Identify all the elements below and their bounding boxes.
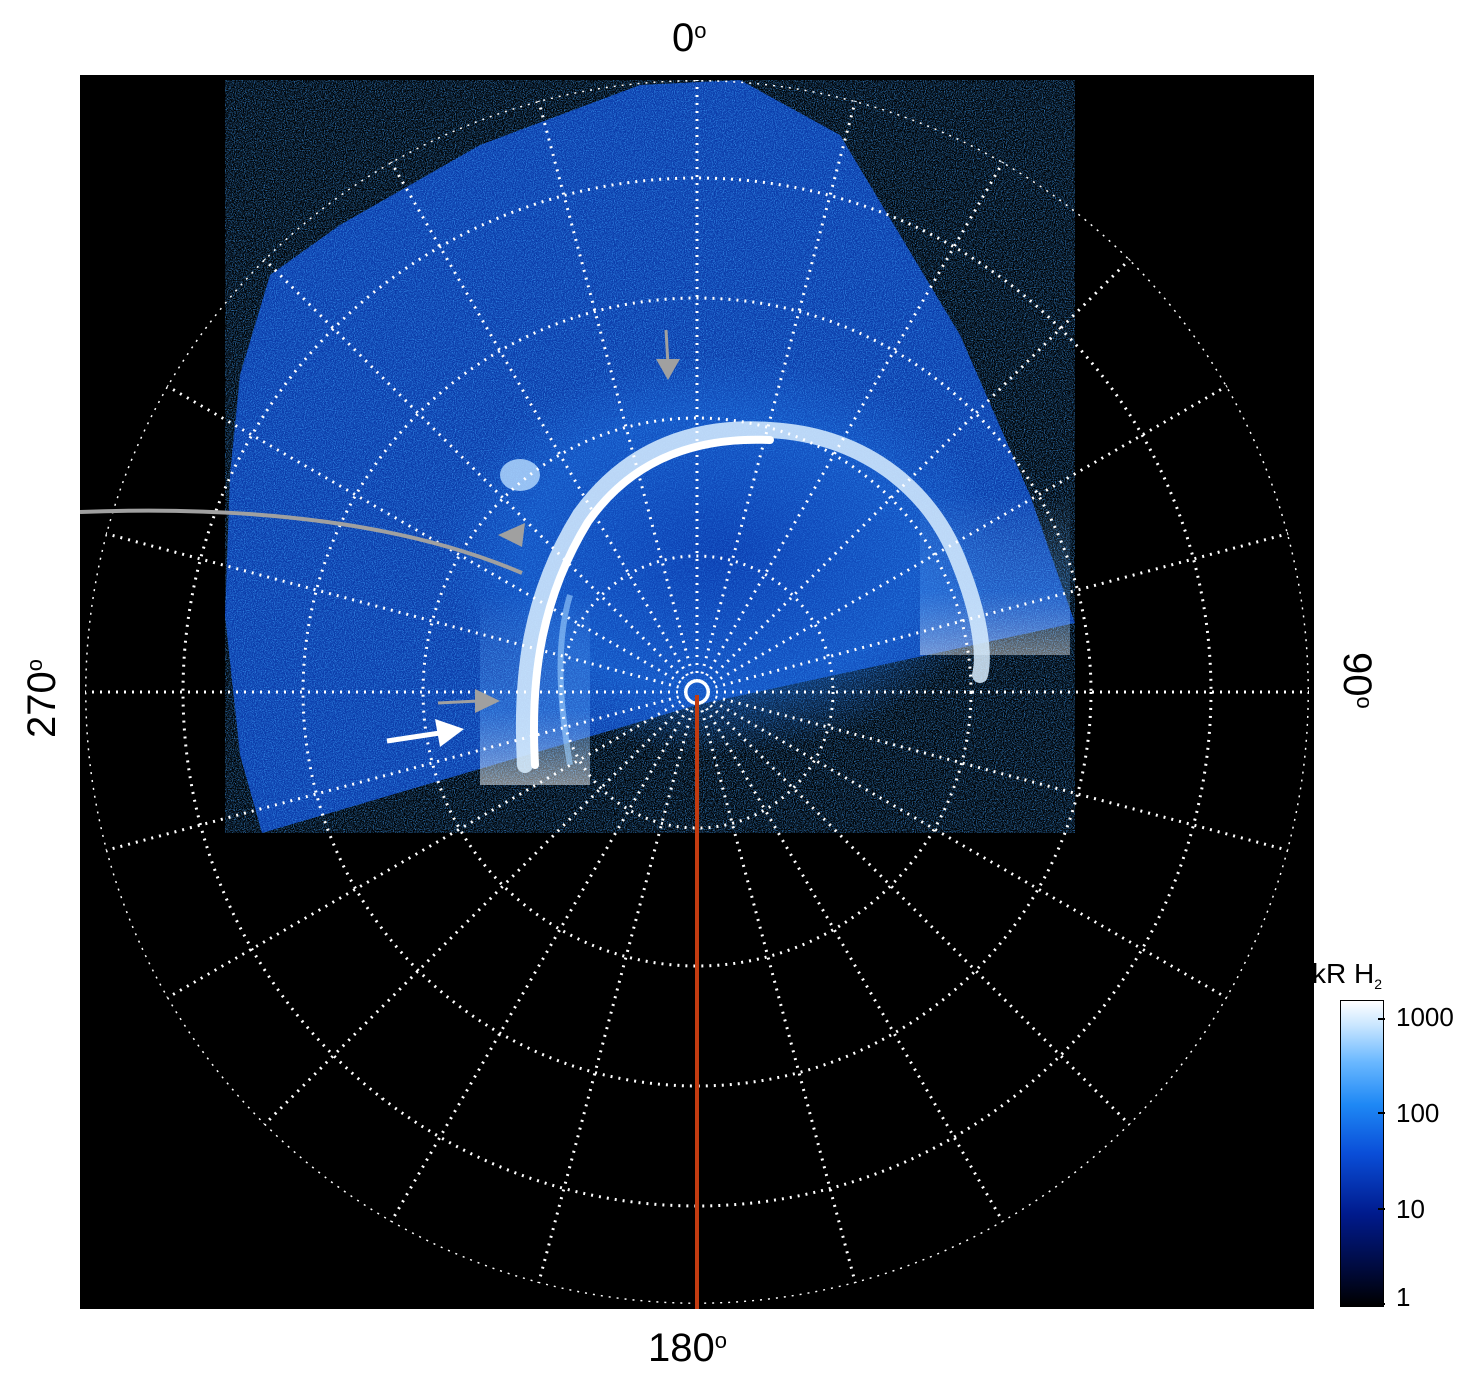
colorbar-tick-10: 10 xyxy=(1396,1194,1425,1224)
colorbar-title-main: kR H xyxy=(1312,958,1375,989)
gray-arrow-top xyxy=(656,329,680,380)
longitude-spoke xyxy=(375,700,693,1248)
gray-arrow-middle xyxy=(437,689,500,713)
angle-value-right: 90 xyxy=(1335,652,1379,697)
main-auroral-oval xyxy=(515,421,990,773)
longitude-spoke xyxy=(375,136,693,684)
colorbar-tickmark xyxy=(1378,1208,1385,1210)
main-auroral-oval-core xyxy=(529,435,774,769)
longitude-spoke xyxy=(701,136,1019,684)
longitude-spoke xyxy=(698,702,865,1304)
white-arrow xyxy=(386,719,464,747)
trajectory-curve xyxy=(80,508,523,575)
colorbar-title: kR H2 xyxy=(1312,958,1383,992)
longitude-spoke xyxy=(707,524,1309,691)
longitude-spoke xyxy=(705,696,1253,1014)
lat-circle xyxy=(559,554,835,830)
longitude-spoke xyxy=(243,698,691,1146)
longitude-spoke xyxy=(703,238,1151,686)
angle-label-left: 270o xyxy=(20,659,64,738)
angle-label-top: 0o xyxy=(672,18,707,58)
longitude-spoke xyxy=(529,702,696,1304)
colorbar-tick-1: 1 xyxy=(1396,1282,1411,1312)
gray-arrow-left xyxy=(498,523,525,547)
lat-circle xyxy=(181,176,1213,1208)
longitude-spoke xyxy=(707,693,1309,860)
angle-value-bottom: 180 xyxy=(648,1326,715,1370)
colorbar-tick-1000: 1000 xyxy=(1396,1002,1454,1032)
angle-label-bottom: 180o xyxy=(648,1328,727,1368)
degree-symbol-right: o xyxy=(1352,696,1377,709)
longitude-spoke xyxy=(705,370,1253,688)
longitude-spoke xyxy=(243,238,691,686)
polar-auroral-image xyxy=(80,75,1314,1309)
longitude-spoke xyxy=(141,696,689,1014)
bright-spot xyxy=(500,459,540,491)
aurora-emission-region xyxy=(225,80,1075,833)
degree-symbol-top: o xyxy=(694,18,707,43)
degree-symbol-bottom: o xyxy=(714,1328,727,1353)
angle-value-top: 0 xyxy=(672,16,695,60)
longitude-spoke xyxy=(703,698,1151,1146)
colorbar-tickmark xyxy=(1378,1112,1385,1114)
longitude-spoke xyxy=(85,693,687,860)
lat-circle xyxy=(301,296,1093,1088)
colorbar-tick-100: 100 xyxy=(1396,1098,1440,1128)
lat-circle xyxy=(421,416,973,968)
inner-arc xyxy=(557,594,573,766)
colorbar xyxy=(1340,1000,1384,1307)
longitude-spoke xyxy=(141,370,689,688)
angle-value-left: 270 xyxy=(20,671,64,738)
degree-symbol-left: o xyxy=(22,659,47,672)
longitude-spoke xyxy=(85,524,687,691)
angle-label-right: 90o xyxy=(1335,652,1379,709)
colorbar-tickmark xyxy=(1378,1303,1385,1305)
longitude-spoke xyxy=(698,80,865,682)
colorbar-title-sub: 2 xyxy=(1374,976,1383,992)
colorbar-tickmark xyxy=(1378,1018,1385,1020)
longitude-spoke xyxy=(701,700,1019,1248)
longitude-spoke xyxy=(529,80,696,682)
